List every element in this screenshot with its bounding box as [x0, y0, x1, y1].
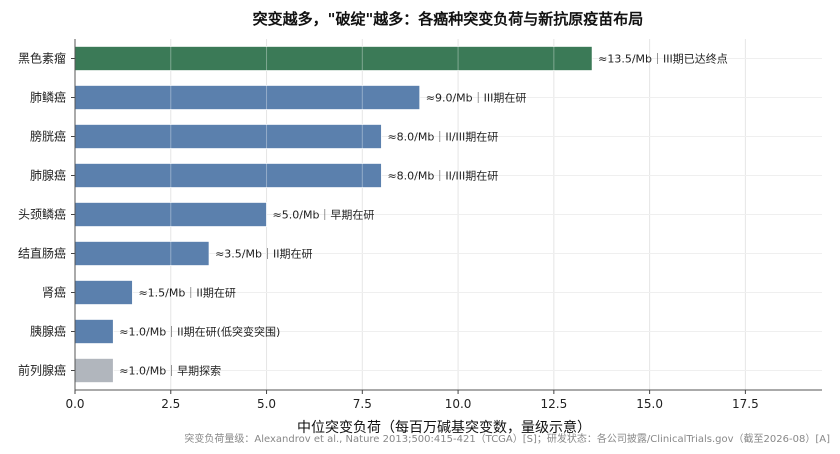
bar-8: [74, 358, 114, 383]
category-label-0: 黑色素瘤: [18, 51, 66, 66]
bar-2: [74, 124, 382, 149]
bar-4: [74, 202, 267, 227]
bar-3: [74, 163, 382, 188]
category-label-7: 胰腺癌: [30, 324, 66, 339]
bar-label-2: ≈8.0/Mb｜II/III期在研: [387, 131, 498, 144]
x-axis-label: 中位突变负荷（每百万碱基突变数，量级示意）: [297, 419, 591, 436]
x-tick-label-2: 5.0: [257, 397, 276, 411]
category-label-1: 肺鳞癌: [30, 90, 66, 105]
x-tick-label-7: 17.5: [732, 397, 759, 411]
bar-label-5: ≈3.5/Mb｜II期在研: [215, 248, 312, 261]
bar-7: [74, 319, 114, 344]
category-label-3: 肺腺癌: [30, 168, 66, 183]
bar-label-1: ≈9.0/Mb｜III期在研: [426, 92, 527, 105]
x-tick-label-5: 12.5: [540, 397, 567, 411]
bar-label-8: ≈1.0/Mb｜早期探索: [119, 364, 221, 378]
bar-label-4: ≈5.0/Mb｜早期在研: [273, 209, 375, 222]
x-tick-label-3: 7.5: [353, 397, 372, 411]
category-label-5: 结直肠癌: [18, 246, 66, 261]
category-label-8: 前列腺癌: [18, 363, 66, 378]
x-tick-label-4: 10.0: [445, 397, 472, 411]
category-label-4: 头颈鳞癌: [18, 207, 66, 222]
bar-1: [74, 85, 421, 110]
x-tick-label-0: 0.0: [65, 397, 84, 411]
bar-label-6: ≈1.5/Mb｜II期在研: [138, 287, 235, 300]
chart-title: 突变越多，"破绽"越多：各癌种突变负荷与新抗原疫苗布局: [253, 10, 644, 28]
bar-label-7: ≈1.0/Mb｜II期在研(低突变突围): [119, 325, 280, 339]
footnote: 突变负荷量级：Alexandrov et al., Nature 2013;50…: [184, 432, 830, 445]
bar-0: [74, 46, 593, 71]
bar-label-3: ≈8.0/Mb｜II/III期在研: [387, 170, 498, 183]
category-label-6: 肾癌: [42, 285, 66, 300]
bar-6: [74, 280, 133, 305]
x-tick-label-1: 2.5: [161, 397, 180, 411]
x-tick-label-6: 15.0: [636, 397, 663, 411]
bar-5: [74, 241, 210, 266]
category-label-2: 膀胱癌: [30, 129, 66, 144]
bar-label-0: ≈13.5/Mb｜III期已达终点: [598, 52, 728, 66]
bars: ≈13.5/Mb｜III期已达终点 ≈9.0/Mb｜III期在研 ≈8.0/Mb｜I…: [74, 46, 728, 383]
